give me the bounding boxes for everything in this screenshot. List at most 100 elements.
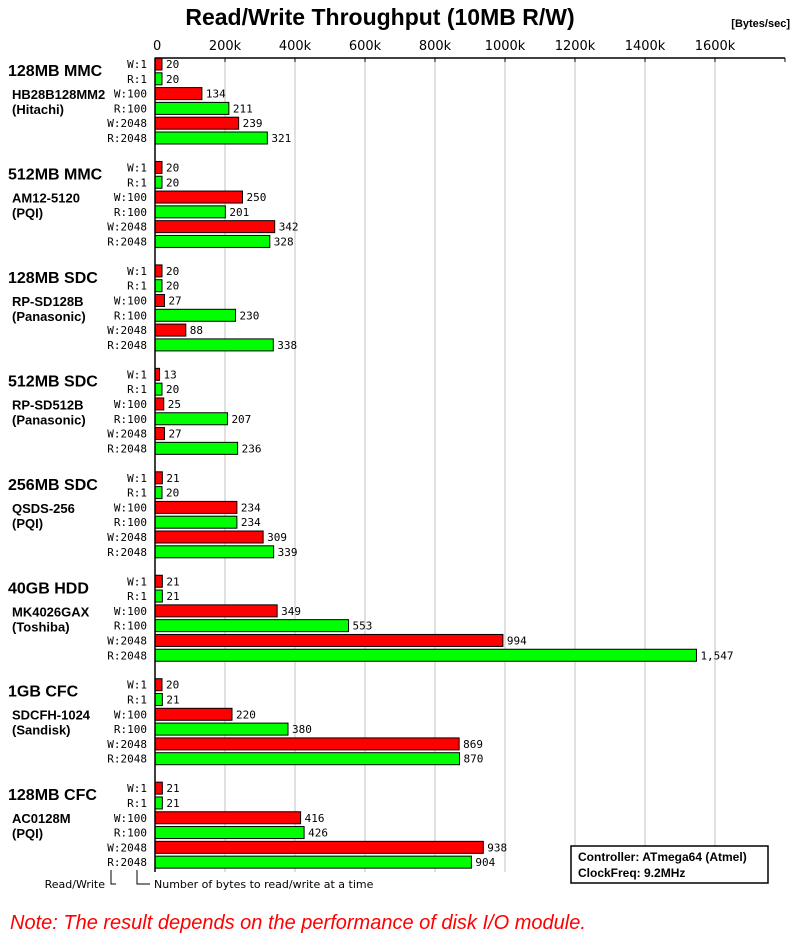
row-label: R:100 [114, 723, 147, 736]
read-bar [154, 382, 163, 396]
row-label: W:100 [114, 605, 147, 618]
row-label: W:2048 [107, 428, 147, 441]
read-bar [154, 338, 274, 352]
x-tick-label: 1600k [695, 39, 736, 54]
device-maker: (Panasonic) [12, 309, 86, 324]
read-bar [154, 693, 163, 706]
write-bar [154, 530, 264, 544]
value-label: 239 [243, 117, 263, 130]
x-tick-label: 1000k [485, 39, 526, 54]
read-bar [154, 234, 271, 248]
row-label: R:100 [114, 413, 147, 426]
row-label: R:1 [127, 176, 147, 189]
legend-bracket-bytes [136, 870, 150, 885]
device-group: 128MB CFC AC0128M(PQI) W:1 21 R:1 21 W:100 416 R… [8, 781, 507, 869]
value-label: 13 [164, 368, 177, 381]
device-model: AM12-5120 [12, 190, 80, 205]
device-model: MK4026GAX [12, 604, 90, 619]
row-label: W:2048 [107, 324, 147, 337]
value-label: 20 [166, 487, 179, 500]
row-label: R:100 [114, 309, 147, 322]
value-label: 342 [279, 221, 299, 234]
row-label: W:100 [114, 398, 147, 411]
row-label: W:2048 [107, 221, 147, 234]
write-bar [154, 633, 504, 647]
device-group: 512MB MMC AM12-5120(PQI) W:1 20 R:1 20 W:100 25… [8, 160, 299, 248]
write-bar [154, 811, 302, 825]
device-model: HB28B128MM2 [12, 87, 105, 102]
read-bar [154, 589, 163, 603]
value-label: 21 [166, 472, 179, 485]
grid [224, 58, 716, 872]
value-label: 21 [166, 782, 179, 795]
device-maker: (Sandisk) [12, 723, 71, 738]
value-label: 1,547 [700, 649, 733, 662]
value-label: 20 [166, 161, 179, 174]
row-label: R:100 [114, 516, 147, 529]
row-label: R:2048 [107, 649, 147, 662]
unit-label: [Bytes/sec] [731, 18, 790, 30]
value-label: 21 [166, 694, 179, 707]
row-label: R:1 [127, 590, 147, 603]
legend-bytes: Number of bytes to read/write at a time [154, 878, 374, 891]
row-label: W:100 [114, 812, 147, 825]
row-label: W:100 [114, 501, 147, 514]
value-label: 426 [308, 827, 328, 840]
row-label: W:1 [127, 782, 147, 795]
read-bar [154, 308, 236, 322]
note-text: Note: The result depends on the performa… [10, 912, 586, 934]
value-label: 20 [166, 73, 179, 86]
value-label: 234 [241, 501, 261, 514]
read-bar [154, 619, 350, 633]
row-label: R:1 [127, 694, 147, 707]
row-label: R:1 [127, 383, 147, 396]
value-label: 870 [464, 753, 484, 766]
value-label: 553 [353, 620, 373, 633]
row-label: R:2048 [107, 753, 147, 766]
x-tick-label: 0 [153, 39, 161, 54]
row-label: R:100 [114, 206, 147, 219]
read-bar [154, 205, 226, 219]
info-box: Controller: ATmega64 (Atmel) ClockFreq: … [570, 845, 769, 884]
device-name: 128MB SDC [8, 270, 98, 287]
value-label: 338 [277, 339, 297, 352]
value-label: 236 [242, 442, 262, 455]
read-bar [154, 722, 289, 736]
row-label: W:100 [114, 295, 147, 308]
row-label: R:2048 [107, 856, 147, 869]
value-label: 27 [168, 295, 181, 308]
info-box-frame [570, 845, 769, 884]
row-label: W:1 [127, 161, 147, 174]
write-bar [154, 160, 163, 174]
read-bar [154, 101, 230, 115]
legend-read-write: Read/Write [45, 878, 106, 891]
row-label: W:2048 [107, 738, 147, 751]
row-label: W:100 [114, 88, 147, 101]
value-label: 339 [278, 546, 298, 559]
read-bar [154, 515, 238, 529]
write-bar [154, 471, 163, 485]
write-bar [154, 190, 243, 204]
device-name: 512MB MMC [8, 166, 103, 183]
read-bar [154, 72, 163, 86]
value-label: 250 [247, 191, 267, 204]
device-model: QSDS-256 [12, 501, 75, 516]
row-label: R:100 [114, 620, 147, 633]
value-label: 938 [487, 841, 507, 854]
device-group: 256MB SDC QSDS-256(PQI) W:1 21 R:1 20 W:100 234… [8, 471, 298, 559]
read-bar [154, 279, 163, 293]
read-bar [154, 131, 268, 145]
value-label: 321 [271, 132, 291, 145]
row-label: R:1 [127, 73, 147, 86]
row-label: R:2048 [107, 132, 147, 145]
value-label: 207 [231, 413, 251, 426]
row-label: W:2048 [107, 841, 147, 854]
device-maker: (Hitachi) [12, 102, 64, 117]
write-bar [154, 294, 165, 307]
controller-text: Controller: ATmega64 (Atmel) [578, 850, 747, 864]
value-label: 416 [305, 812, 325, 825]
row-label: W:1 [127, 265, 147, 278]
device-name: 512MB SDC [8, 373, 98, 390]
read-bar [154, 412, 228, 426]
